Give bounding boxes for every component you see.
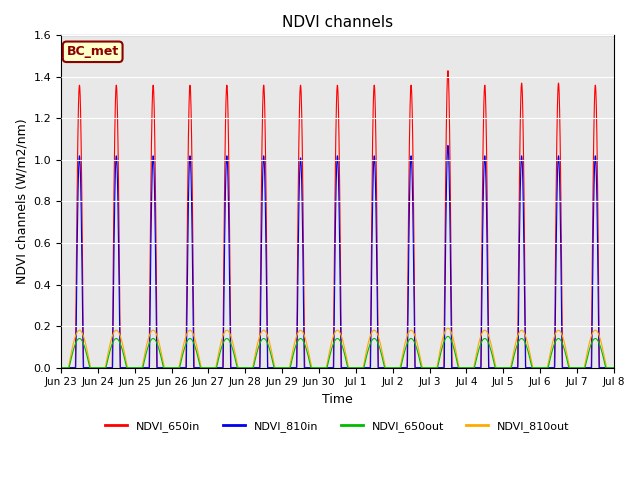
NDVI_650in [512,365,520,371]
NDVI_810in [268,365,276,371]
X-axis label: Time: Time [322,393,353,406]
NDVI_650out [512,347,520,353]
NDVI_810in [444,143,452,148]
NDVI_650in [268,365,276,371]
NDVI_650in [444,68,452,73]
NDVI_810out [470,365,477,371]
NDVI_810in [417,365,424,371]
NDVI_650in [417,365,424,371]
NDVI_650out [444,334,452,339]
NDVI_810out [157,350,165,356]
NDVI_810out [512,340,520,346]
NDVI_810in [157,365,165,371]
Y-axis label: NDVI channels (W/m2/nm): NDVI channels (W/m2/nm) [15,119,28,284]
NDVI_650out [388,365,396,371]
NDVI_650out [268,357,276,362]
NDVI_810in [57,365,65,371]
NDVI_810in [610,365,618,371]
NDVI_650in [610,365,618,371]
Line: NDVI_810in: NDVI_810in [61,145,614,368]
Legend: NDVI_650in, NDVI_810in, NDVI_650out, NDVI_810out: NDVI_650in, NDVI_810in, NDVI_650out, NDV… [100,416,574,436]
NDVI_810out [417,356,424,362]
NDVI_810out [610,365,618,371]
NDVI_810in [470,365,477,371]
NDVI_650in [388,365,396,371]
Line: NDVI_650out: NDVI_650out [61,336,614,368]
NDVI_650out [470,365,477,371]
Line: NDVI_810out: NDVI_810out [61,328,614,368]
NDVI_650out [417,360,424,366]
NDVI_650out [157,356,165,361]
Line: NDVI_650in: NDVI_650in [61,71,614,368]
NDVI_650in [470,365,477,371]
NDVI_810out [57,365,65,371]
NDVI_810in [512,365,520,371]
NDVI_810out [268,351,276,357]
NDVI_650out [57,365,65,371]
NDVI_810out [444,325,452,331]
Text: BC_met: BC_met [67,45,119,58]
NDVI_810out [388,365,396,371]
NDVI_810in [388,365,396,371]
NDVI_650in [57,365,65,371]
NDVI_650in [157,365,165,371]
NDVI_650out [610,365,618,371]
Title: NDVI channels: NDVI channels [282,15,393,30]
